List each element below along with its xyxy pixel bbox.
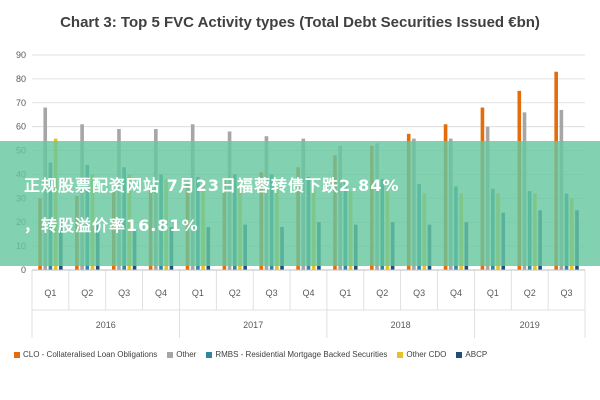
legend-item: RMBS - Residential Mortgage Backed Secur… (206, 350, 387, 359)
x-tick-label: Q1 (487, 288, 499, 298)
y-tick-label: 80 (16, 74, 26, 84)
watermark-line-1: 正规股票配资网站 7月23日福蓉转债下跌2.84% (24, 176, 400, 195)
legend-item: Other CDO (397, 350, 446, 359)
chart-title: Chart 3: Top 5 FVC Activity types (Total… (60, 14, 540, 31)
legend-label: ABCP (465, 350, 488, 359)
y-tick-label: 70 (16, 98, 26, 108)
legend-label: CLO - Collateralised Loan Obligations (23, 350, 158, 359)
x-tick-label: Q2 (229, 288, 241, 298)
legend-swatch (167, 351, 174, 358)
watermark-banner (0, 141, 600, 266)
legend-swatch (14, 351, 20, 358)
x-tick-label: Q3 (266, 288, 278, 298)
x-tick-label: Q1 (339, 288, 351, 298)
x-tick-label: Q3 (561, 288, 573, 298)
x-tick-label: Q4 (450, 288, 462, 298)
watermark-line-2: ，转股溢价率16.81% (24, 216, 199, 235)
y-tick-label: 90 (16, 50, 26, 60)
x-group-label: 2017 (243, 320, 263, 330)
x-tick-label: Q3 (413, 288, 425, 298)
legend-item: Other (167, 350, 196, 359)
x-tick-label: Q2 (81, 288, 93, 298)
legend-label: RMBS - Residential Mortgage Backed Secur… (215, 350, 388, 359)
legend-swatch (456, 351, 463, 358)
legend-item: ABCP (456, 350, 487, 359)
x-group-label: 2019 (520, 320, 540, 330)
y-tick-label: 60 (16, 122, 26, 132)
x-tick-label: Q4 (302, 288, 314, 298)
legend-swatch (206, 351, 213, 358)
watermark-text: 正规股票配资网站 7月23日福蓉转债下跌2.84% ，转股溢价率16.81% (24, 166, 584, 246)
x-tick-label: Q1 (44, 288, 56, 298)
x-tick-label: Q3 (118, 288, 130, 298)
x-group-label: 2016 (96, 320, 116, 330)
x-tick-label: Q1 (192, 288, 204, 298)
legend-label: Other (176, 350, 197, 359)
legend-item: CLO - Collateralised Loan Obligations (14, 350, 157, 359)
y-tick-label: 0 (21, 265, 26, 275)
x-tick-label: Q4 (155, 288, 167, 298)
legend-swatch (397, 351, 404, 358)
chart-legend: CLO - Collateralised Loan Obligations Oth… (14, 350, 594, 359)
x-tick-label: Q2 (524, 288, 536, 298)
legend-label: Other CDO (406, 350, 447, 359)
x-group-label: 2018 (391, 320, 411, 330)
x-tick-label: Q2 (376, 288, 388, 298)
